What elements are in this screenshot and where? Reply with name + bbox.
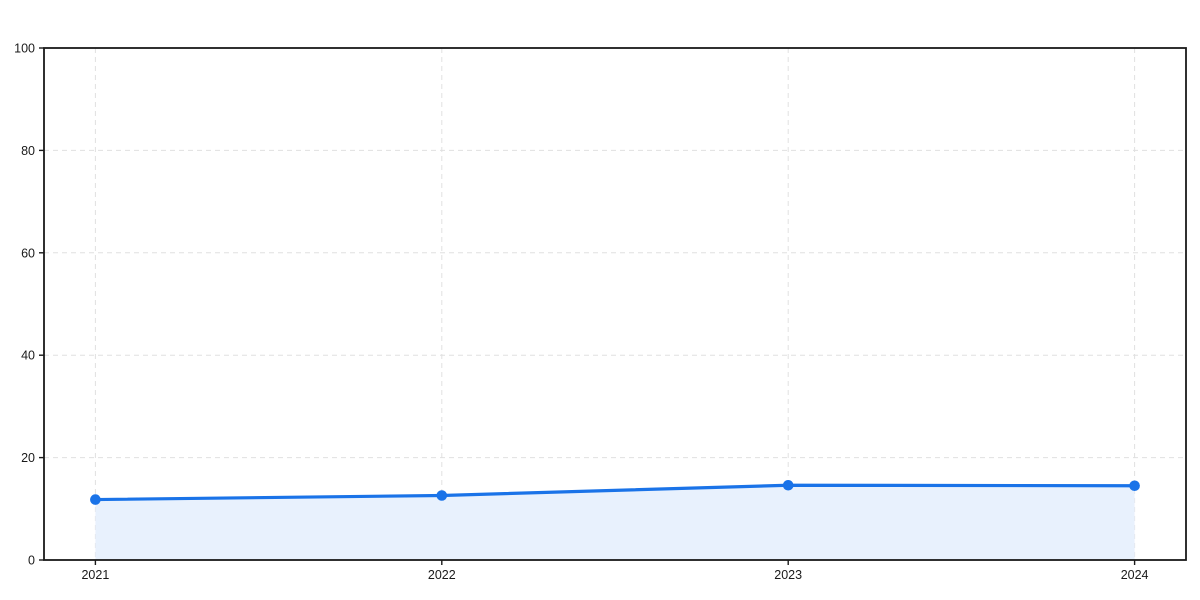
x-tick-label: 2021	[81, 568, 109, 582]
data-markers	[90, 479, 1140, 505]
y-tick-label: 0	[28, 554, 35, 568]
trend-line	[93, 483, 1137, 502]
data-point-2022	[436, 490, 448, 501]
data-point-2023	[782, 479, 794, 491]
y-tick-label: 20	[21, 451, 35, 465]
axes-spines	[43, 47, 1187, 561]
plot-background	[44, 48, 1186, 560]
data-point-2021	[90, 494, 101, 505]
y-tick-label: 40	[21, 349, 35, 363]
data-point-2024	[1129, 480, 1140, 492]
x-tick-label: 2023	[774, 568, 802, 582]
y-tick-label: 80	[21, 144, 35, 158]
x-tick-label: 2022	[428, 568, 456, 582]
y-tick-label: 60	[21, 246, 35, 260]
tick-marks	[39, 47, 1136, 565]
gridlines	[44, 48, 1186, 560]
area-fill	[95, 485, 1135, 560]
tick-labels: 0 20 40 60 80 100 2021 2022 2023 2024	[14, 42, 1148, 583]
y-tick-label: 100	[14, 42, 35, 56]
x-tick-label: 2024	[1121, 568, 1149, 582]
